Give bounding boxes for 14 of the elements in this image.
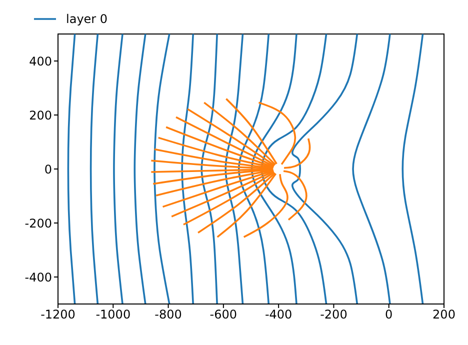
x-tick-label: -1200 xyxy=(40,308,76,322)
x-tick-label: -200 xyxy=(320,308,348,322)
x-tick-label: 0 xyxy=(385,308,393,322)
x-tick-label: -1000 xyxy=(96,308,131,322)
y-tick-label: 200 xyxy=(29,108,52,122)
y-tick-label: -200 xyxy=(24,216,52,230)
legend-label: layer 0 xyxy=(66,12,108,26)
x-tick-label: 200 xyxy=(432,308,456,322)
y-tick-label: -400 xyxy=(24,270,52,284)
y-tick-label: 400 xyxy=(29,54,52,68)
x-tick-label: -800 xyxy=(154,308,182,322)
y-tick-label: 0 xyxy=(44,162,52,176)
x-tick-label: -400 xyxy=(264,308,292,322)
x-tick-label: -600 xyxy=(210,308,238,322)
